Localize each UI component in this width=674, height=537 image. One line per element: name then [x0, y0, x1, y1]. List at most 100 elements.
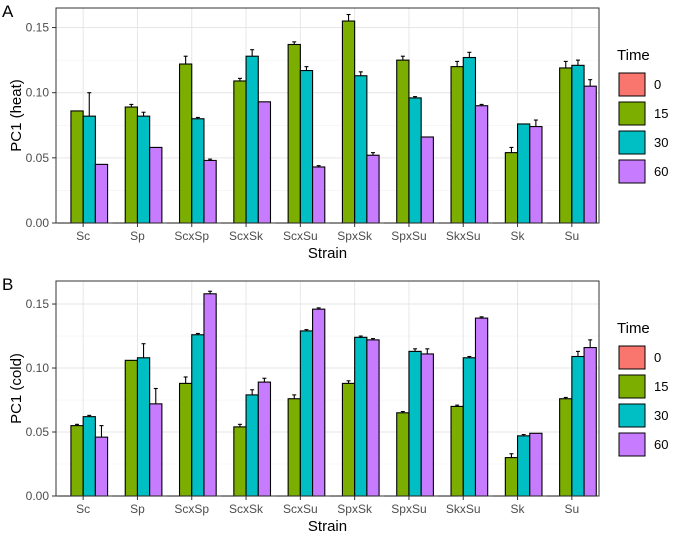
- bar-SpxSk-t15: [341, 20, 356, 224]
- x-tick-label: SpxSu: [391, 229, 426, 243]
- y-axis-title: PC1 (heat): [8, 79, 25, 152]
- bar-Su-t60: [583, 346, 597, 497]
- panel-a: A 0.00 0.05 0.10 0.15 Sc Sp ScxSp ScxSk ScxSu SpxS…: [2, 2, 600, 262]
- legend-label: 30: [654, 408, 668, 423]
- bar-ScxSp-t60: [203, 159, 217, 224]
- bar-ScxSu-t60: [312, 308, 326, 497]
- bar-SkxSu-t60: [474, 317, 489, 497]
- bar-Su-t15: [559, 67, 573, 224]
- y-tick-label: 0.00: [26, 216, 50, 230]
- bar-ScxSu-t15: [287, 398, 301, 497]
- bar-Sc-t30: [82, 115, 96, 224]
- bar-ScxSk-t30: [245, 394, 259, 497]
- legend-title: Time: [617, 47, 650, 64]
- bar-Su-t60: [583, 85, 597, 224]
- bar-ScxSu-t60: [312, 166, 326, 224]
- bar-Sk-t60: [529, 126, 543, 224]
- bar-Sp-t60: [149, 146, 163, 224]
- plot-border: [55, 7, 600, 224]
- bar-ScxSk-t30: [245, 55, 259, 224]
- x-tick-label: SkxSu: [446, 229, 481, 243]
- bar-SpxSk-t60: [366, 154, 380, 224]
- y-tick-label: 0.00: [26, 489, 50, 503]
- x-tick-label: Sk: [511, 229, 526, 243]
- bar-SpxSu-t30: [408, 350, 422, 497]
- y-tick-label: 0.05: [26, 425, 50, 439]
- legend-key-t60: [618, 432, 646, 457]
- x-tick-label: ScxSp: [174, 229, 209, 243]
- bar-Sk-t30: [516, 435, 531, 497]
- x-tick-label: Sp: [130, 229, 145, 243]
- bar-SpxSk-t60: [366, 339, 380, 497]
- x-tick-label: Su: [565, 502, 580, 516]
- x-tick-label: Sc: [76, 502, 90, 516]
- x-tick-label: SpxSk: [337, 502, 373, 516]
- bar-ScxSk-t15: [233, 80, 247, 224]
- bar-ScxSu-t15: [287, 43, 301, 224]
- bar-Su-t15: [559, 398, 573, 497]
- legend-b: Time 0 15 30 60: [617, 320, 668, 457]
- bar-SpxSu-t15: [396, 59, 410, 224]
- x-tick-label: ScxSu: [283, 502, 318, 516]
- panel-letter: B: [2, 275, 13, 294]
- legend-label: 30: [654, 135, 668, 150]
- bar-ScxSp-t30: [191, 118, 205, 224]
- bar-ScxSk-t60: [257, 381, 272, 497]
- bar-Sk-t15: [504, 457, 519, 497]
- legend-label: 15: [654, 106, 668, 121]
- legend-key-t15: [618, 374, 646, 399]
- bar-SpxSk-t30: [354, 75, 368, 224]
- legend-label: 60: [654, 164, 668, 179]
- panel-letter: A: [2, 2, 14, 21]
- bar-SkxSu-t60: [474, 105, 489, 224]
- bar-SkxSu-t15: [450, 66, 464, 224]
- legend-key-t60: [618, 159, 646, 184]
- legend-title: Time: [617, 320, 650, 337]
- bar-SpxSu-t60: [420, 353, 434, 497]
- bar-ScxSu-t30: [299, 69, 314, 224]
- bar-SkxSu-t30: [462, 56, 477, 224]
- y-tick-label: 0.05: [26, 151, 50, 165]
- x-tick-label: SpxSu: [391, 502, 426, 516]
- legend-label: 60: [654, 437, 668, 452]
- x-tick-label: Sp: [130, 502, 145, 516]
- bar-Sk-t15: [504, 152, 519, 224]
- bar-Su-t30: [571, 355, 585, 497]
- bar-Sp-t30: [136, 115, 151, 224]
- bar-ScxSp-t15: [178, 63, 193, 224]
- bar-ScxSk-t15: [233, 426, 247, 497]
- legend-key-t0: [618, 72, 646, 97]
- legend-key-t0: [618, 345, 646, 370]
- y-tick-label: 0.10: [26, 361, 50, 375]
- x-tick-label: Sk: [511, 502, 526, 516]
- legend-key-t30: [618, 130, 646, 155]
- bar-Sp-t15: [124, 359, 138, 497]
- x-tick-label: Sc: [76, 229, 90, 243]
- bar-Sc-t60: [94, 436, 109, 497]
- legend-a: Time 0 15 30 60: [617, 47, 668, 184]
- legend-key-t30: [618, 403, 646, 428]
- bar-ScxSk-t60: [257, 101, 272, 224]
- plot-border: [55, 280, 600, 497]
- bar-SkxSu-t15: [450, 405, 464, 497]
- bar-SpxSu-t30: [408, 97, 422, 224]
- bar-Sc-t60: [94, 163, 109, 224]
- bar-Sc-t15: [70, 110, 84, 224]
- bar-ScxSp-t30: [191, 334, 205, 497]
- x-tick-label: SkxSu: [446, 502, 481, 516]
- y-tick-label: 0.15: [26, 21, 50, 35]
- bar-SpxSk-t30: [354, 336, 368, 497]
- legend-key-t15: [618, 101, 646, 126]
- y-tick-label: 0.15: [26, 297, 50, 311]
- x-tick-label: SpxSk: [337, 229, 373, 243]
- x-axis-title: Strain: [308, 518, 347, 535]
- panel-b: B 0.00 0.05 0.10 0.15 Sc Sp ScxSp ScxSk ScxSu SpxS…: [2, 275, 600, 535]
- x-tick-label: ScxSk: [229, 229, 264, 243]
- bar-ScxSp-t60: [203, 293, 217, 497]
- bar-Sp-t15: [124, 106, 138, 224]
- bar-SpxSk-t15: [341, 382, 356, 497]
- bar-ScxSu-t30: [299, 330, 314, 497]
- bar-SpxSu-t15: [396, 412, 410, 497]
- bar-ScxSp-t15: [178, 382, 193, 497]
